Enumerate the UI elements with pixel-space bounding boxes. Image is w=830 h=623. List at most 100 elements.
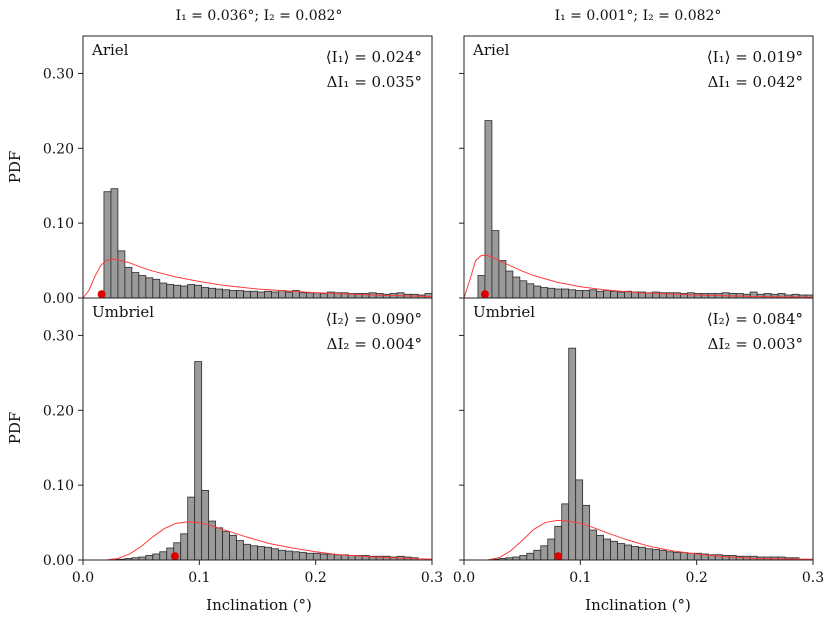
x-tick-label: 0.2 (686, 570, 708, 586)
true-value-marker (480, 290, 489, 299)
histogram-bar (686, 552, 695, 560)
x-axis-label-left: Inclination (°) (206, 596, 312, 614)
histogram-bar (673, 552, 681, 560)
histogram-bar (229, 290, 237, 298)
histogram-bar (257, 546, 265, 560)
histogram-bar (152, 278, 161, 298)
histogram-bar (187, 284, 196, 298)
histogram-bar (568, 289, 577, 298)
column-title-right: I₁ = 0.001°; I₂ = 0.082° (555, 8, 722, 24)
histogram-bar (291, 551, 300, 560)
histogram-bar (659, 549, 667, 560)
histogram-bar (533, 549, 542, 560)
histogram-bar (770, 293, 779, 298)
column-title-left: I₁ = 0.036°; I₂ = 0.082° (176, 8, 343, 24)
histogram-bar (561, 288, 570, 298)
histogram-bar (215, 288, 223, 298)
histogram-bar (617, 543, 625, 560)
histogram-bar (382, 555, 391, 560)
y-axis-label-top: PDF (6, 151, 24, 184)
plot-area (464, 120, 813, 298)
histogram-bar (152, 553, 161, 560)
y-tick-label: 0.00 (43, 291, 74, 307)
histogram-bar (278, 549, 286, 560)
histogram-bar (575, 290, 584, 298)
panel-label: Umbriel (473, 303, 535, 321)
x-tick-label: 0.0 (72, 570, 94, 586)
histogram-bar (194, 284, 203, 298)
histogram-bar (679, 552, 688, 560)
histogram-bar (540, 287, 549, 298)
y-tick-label: 0.10 (43, 216, 74, 232)
histogram-bar (215, 527, 223, 560)
histogram-bar (589, 529, 598, 560)
fit-curve (487, 519, 813, 560)
histogram-bar (526, 283, 535, 298)
histogram-bar (305, 552, 314, 560)
x-tick-label: 0.0 (453, 570, 475, 586)
axes-frame (463, 297, 814, 561)
panel-label: Ariel (472, 41, 510, 59)
histogram-bar (582, 504, 591, 560)
panel-annotation: ⟨I₂⟩ = 0.084° (707, 310, 803, 328)
panels: 0.00 0.10 0.20 0.30 Ariel ⟨I₁⟩ = 0.024° ΔI₁ = … (43, 35, 824, 586)
histogram-bar (319, 293, 328, 298)
histogram-bar (222, 531, 230, 560)
true-value-marker (97, 290, 106, 299)
histogram-bar (603, 290, 611, 298)
y-tick-label: 0.00 (43, 553, 74, 569)
histogram-bar (159, 551, 168, 560)
panel-top-left: 0.00 0.10 0.20 0.30 Ariel ⟨I₁⟩ = 0.024° ΔI₁ = … (43, 35, 433, 307)
panel-annotation: ΔI₂ = 0.003° (708, 335, 803, 353)
histogram-bar (103, 191, 112, 298)
plot-area (106, 361, 432, 560)
histogram-bar (686, 292, 695, 298)
histogram-bar (596, 534, 604, 560)
histogram-bar (264, 546, 272, 560)
histogram-bar (547, 538, 556, 560)
histogram-bar (666, 551, 674, 560)
histogram-bar (533, 285, 542, 298)
histogram-bar (431, 293, 432, 298)
histogram-bar (728, 555, 737, 560)
panel-top-right: Ariel ⟨I₁⟩ = 0.019° ΔI₁ = 0.042° (459, 35, 814, 299)
true-value-marker (170, 552, 179, 561)
histogram-bar (319, 553, 328, 560)
y-tick-label: 0.30 (43, 328, 74, 344)
histogram-bar (285, 291, 293, 298)
histogram-bar (208, 287, 217, 298)
panel-annotation: ⟨I₂⟩ = 0.090° (326, 310, 422, 328)
panel-label: Ariel (91, 41, 129, 59)
y-tick-label: 0.20 (43, 141, 74, 157)
x-tick-label: 0.3 (802, 570, 824, 586)
histogram-bar (271, 291, 279, 298)
histogram-bar (187, 496, 196, 560)
y-tick-label: 0.10 (43, 478, 74, 494)
histogram-bar (575, 479, 584, 560)
histogram-bar (519, 280, 528, 298)
histogram-bar (312, 552, 321, 560)
fit-curve (464, 254, 813, 298)
histogram-bar (298, 292, 307, 298)
fit-curve (106, 521, 432, 560)
histogram-bar (124, 266, 133, 298)
histogram-bar (568, 347, 577, 560)
histogram-bar (201, 287, 210, 298)
histogram-bar (617, 291, 625, 298)
histogram-bar (333, 554, 342, 560)
histogram-bar (603, 538, 611, 560)
histogram-bar (673, 292, 681, 298)
histogram-bar (561, 503, 570, 560)
histogram-bar (582, 290, 591, 298)
y-axis-label-bottom: PDF (6, 412, 24, 445)
histogram-bar (229, 534, 237, 560)
histogram-bar (540, 545, 549, 560)
histogram-bar (519, 555, 528, 560)
histogram-bar (285, 550, 293, 560)
true-value-marker (554, 552, 563, 561)
histogram-bar (278, 290, 286, 298)
histogram-bar (526, 552, 535, 560)
histogram-bar (305, 292, 314, 298)
fit-curve (83, 258, 432, 298)
histogram-bar (250, 545, 258, 560)
